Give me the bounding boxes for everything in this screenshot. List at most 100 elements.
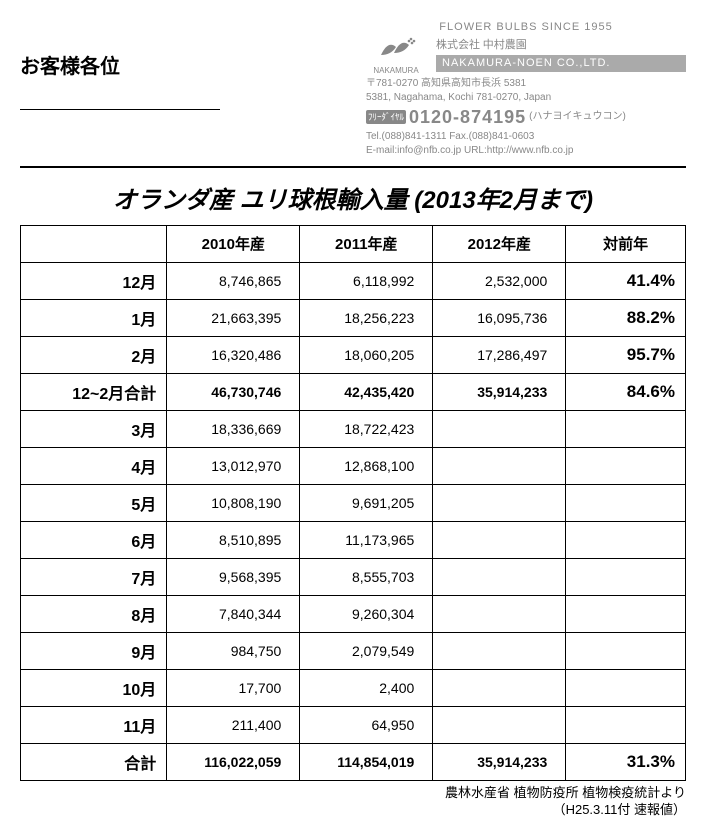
company-en: NAKAMURA-NOEN CO.,LTD.: [436, 55, 686, 72]
row-label: 11月: [21, 706, 167, 743]
table-row: 12~2月合計46,730,74642,435,42035,914,23384.…: [21, 373, 686, 410]
phone: 0120-874195: [409, 105, 526, 130]
cell-2012: 2,532,000: [433, 262, 566, 299]
col-2010: 2010年産: [167, 225, 300, 262]
col-2011: 2011年産: [300, 225, 433, 262]
table-row: 7月9,568,3958,555,703: [21, 558, 686, 595]
cell-pct: 31.3%: [566, 743, 686, 780]
cell-2010: 8,510,895: [167, 521, 300, 558]
cell-2012: [433, 595, 566, 632]
cell-2011: 18,722,423: [300, 410, 433, 447]
addressee: お客様各位: [20, 20, 220, 110]
cell-2012: [433, 558, 566, 595]
freedial-icon: ﾌﾘｰﾀﾞｲﾔﾙ: [366, 110, 406, 125]
cell-pct: [566, 484, 686, 521]
table-row: 4月13,012,97012,868,100: [21, 447, 686, 484]
page-title: オランダ産 ユリ球根輸入量 (2013年2月まで): [20, 180, 686, 215]
since-line: FLOWER BULBS SINCE 1955: [366, 20, 686, 35]
cell-2010: 984,750: [167, 632, 300, 669]
cell-2010: 8,746,865: [167, 262, 300, 299]
cell-2011: 18,060,205: [300, 336, 433, 373]
row-label: 5月: [21, 484, 167, 521]
row-label: 2月: [21, 336, 167, 373]
col-blank: [21, 225, 167, 262]
cell-2010: 211,400: [167, 706, 300, 743]
cell-2010: 16,320,486: [167, 336, 300, 373]
phone-row: ﾌﾘｰﾀﾞｲﾔﾙ 0120-874195 (ハナヨイキュウコン): [366, 105, 686, 130]
table-row: 3月18,336,66918,722,423: [21, 410, 686, 447]
cell-2012: [433, 410, 566, 447]
cell-pct: [566, 595, 686, 632]
cell-2012: [433, 447, 566, 484]
cell-2011: 11,173,965: [300, 521, 433, 558]
cell-2010: 46,730,746: [167, 373, 300, 410]
row-label: 10月: [21, 669, 167, 706]
footnote-line2: （H25.3.11付 速報値）: [553, 802, 686, 817]
cell-pct: [566, 410, 686, 447]
cell-2012: [433, 484, 566, 521]
cell-2012: 17,286,497: [433, 336, 566, 373]
cell-2010: 21,663,395: [167, 299, 300, 336]
cell-2011: 64,950: [300, 706, 433, 743]
table-row: 合計116,022,059114,854,01935,914,23331.3%: [21, 743, 686, 780]
cell-2010: 7,840,344: [167, 595, 300, 632]
logo: NAKAMURA: [366, 35, 426, 76]
cell-2011: 2,079,549: [300, 632, 433, 669]
row-label: 12~2月合計: [21, 373, 167, 410]
cell-2011: 12,868,100: [300, 447, 433, 484]
cell-2010: 18,336,669: [167, 410, 300, 447]
table-row: 11月211,40064,950: [21, 706, 686, 743]
cell-pct: [566, 632, 686, 669]
company-name-row: NAKAMURA 株式会社 中村農園 NAKAMURA-NOEN CO.,LTD…: [366, 35, 686, 76]
row-label: 8月: [21, 595, 167, 632]
cell-pct: 84.6%: [566, 373, 686, 410]
table-row: 5月10,808,1909,691,205: [21, 484, 686, 521]
cell-pct: 95.7%: [566, 336, 686, 373]
table-header-row: 2010年産 2011年産 2012年産 対前年: [21, 225, 686, 262]
col-2012: 2012年産: [433, 225, 566, 262]
table-row: 12月8,746,8656,118,9922,532,00041.4%: [21, 262, 686, 299]
cell-2010: 10,808,190: [167, 484, 300, 521]
kabushiki: 株式会社: [436, 39, 480, 51]
cell-2010: 9,568,395: [167, 558, 300, 595]
col-yoy: 対前年: [566, 225, 686, 262]
row-label: 7月: [21, 558, 167, 595]
cell-2011: 9,691,205: [300, 484, 433, 521]
cell-2010: 116,022,059: [167, 743, 300, 780]
document-header: お客様各位 FLOWER BULBS SINCE 1955 NAKAMURA 株…: [20, 20, 686, 158]
row-label: 3月: [21, 410, 167, 447]
cell-2011: 18,256,223: [300, 299, 433, 336]
footnote-line1: 農林水産省 植物防疫所 植物検疫統計より: [445, 785, 686, 800]
logo-label: NAKAMURA: [373, 66, 418, 75]
phone-yomi: (ハナヨイキュウコン): [529, 110, 626, 124]
table-row: 8月7,840,3449,260,304: [21, 595, 686, 632]
row-label: 6月: [21, 521, 167, 558]
cell-2010: 13,012,970: [167, 447, 300, 484]
addr2: 5381, Nagahama, Kochi 781-0270, Japan: [366, 91, 686, 105]
company-block: FLOWER BULBS SINCE 1955 NAKAMURA 株式会社 中村…: [366, 20, 686, 158]
cell-pct: [566, 558, 686, 595]
tel-fax: Tel.(088)841-1311 Fax.(088)841-0603: [366, 130, 686, 144]
table-body: 12月8,746,8656,118,9922,532,00041.4%1月21,…: [21, 262, 686, 780]
divider: [20, 166, 686, 168]
row-label: 4月: [21, 447, 167, 484]
table-row: 1月21,663,39518,256,22316,095,73688.2%: [21, 299, 686, 336]
company-name: 株式会社 中村農園 NAKAMURA-NOEN CO.,LTD.: [436, 38, 686, 75]
email-url: E-mail:info@nfb.co.jp URL:http://www.nfb…: [366, 144, 686, 158]
cell-2012: [433, 669, 566, 706]
cell-pct: [566, 447, 686, 484]
row-label: 合計: [21, 743, 167, 780]
cell-pct: 88.2%: [566, 299, 686, 336]
cell-2011: 114,854,019: [300, 743, 433, 780]
cell-pct: [566, 669, 686, 706]
cell-2012: 35,914,233: [433, 743, 566, 780]
company-jp: 中村農園: [483, 39, 527, 51]
cell-2010: 17,700: [167, 669, 300, 706]
row-label: 12月: [21, 262, 167, 299]
cell-2011: 42,435,420: [300, 373, 433, 410]
cell-pct: 41.4%: [566, 262, 686, 299]
cell-2012: 35,914,233: [433, 373, 566, 410]
cell-2011: 2,400: [300, 669, 433, 706]
cell-2011: 8,555,703: [300, 558, 433, 595]
cell-2011: 9,260,304: [300, 595, 433, 632]
